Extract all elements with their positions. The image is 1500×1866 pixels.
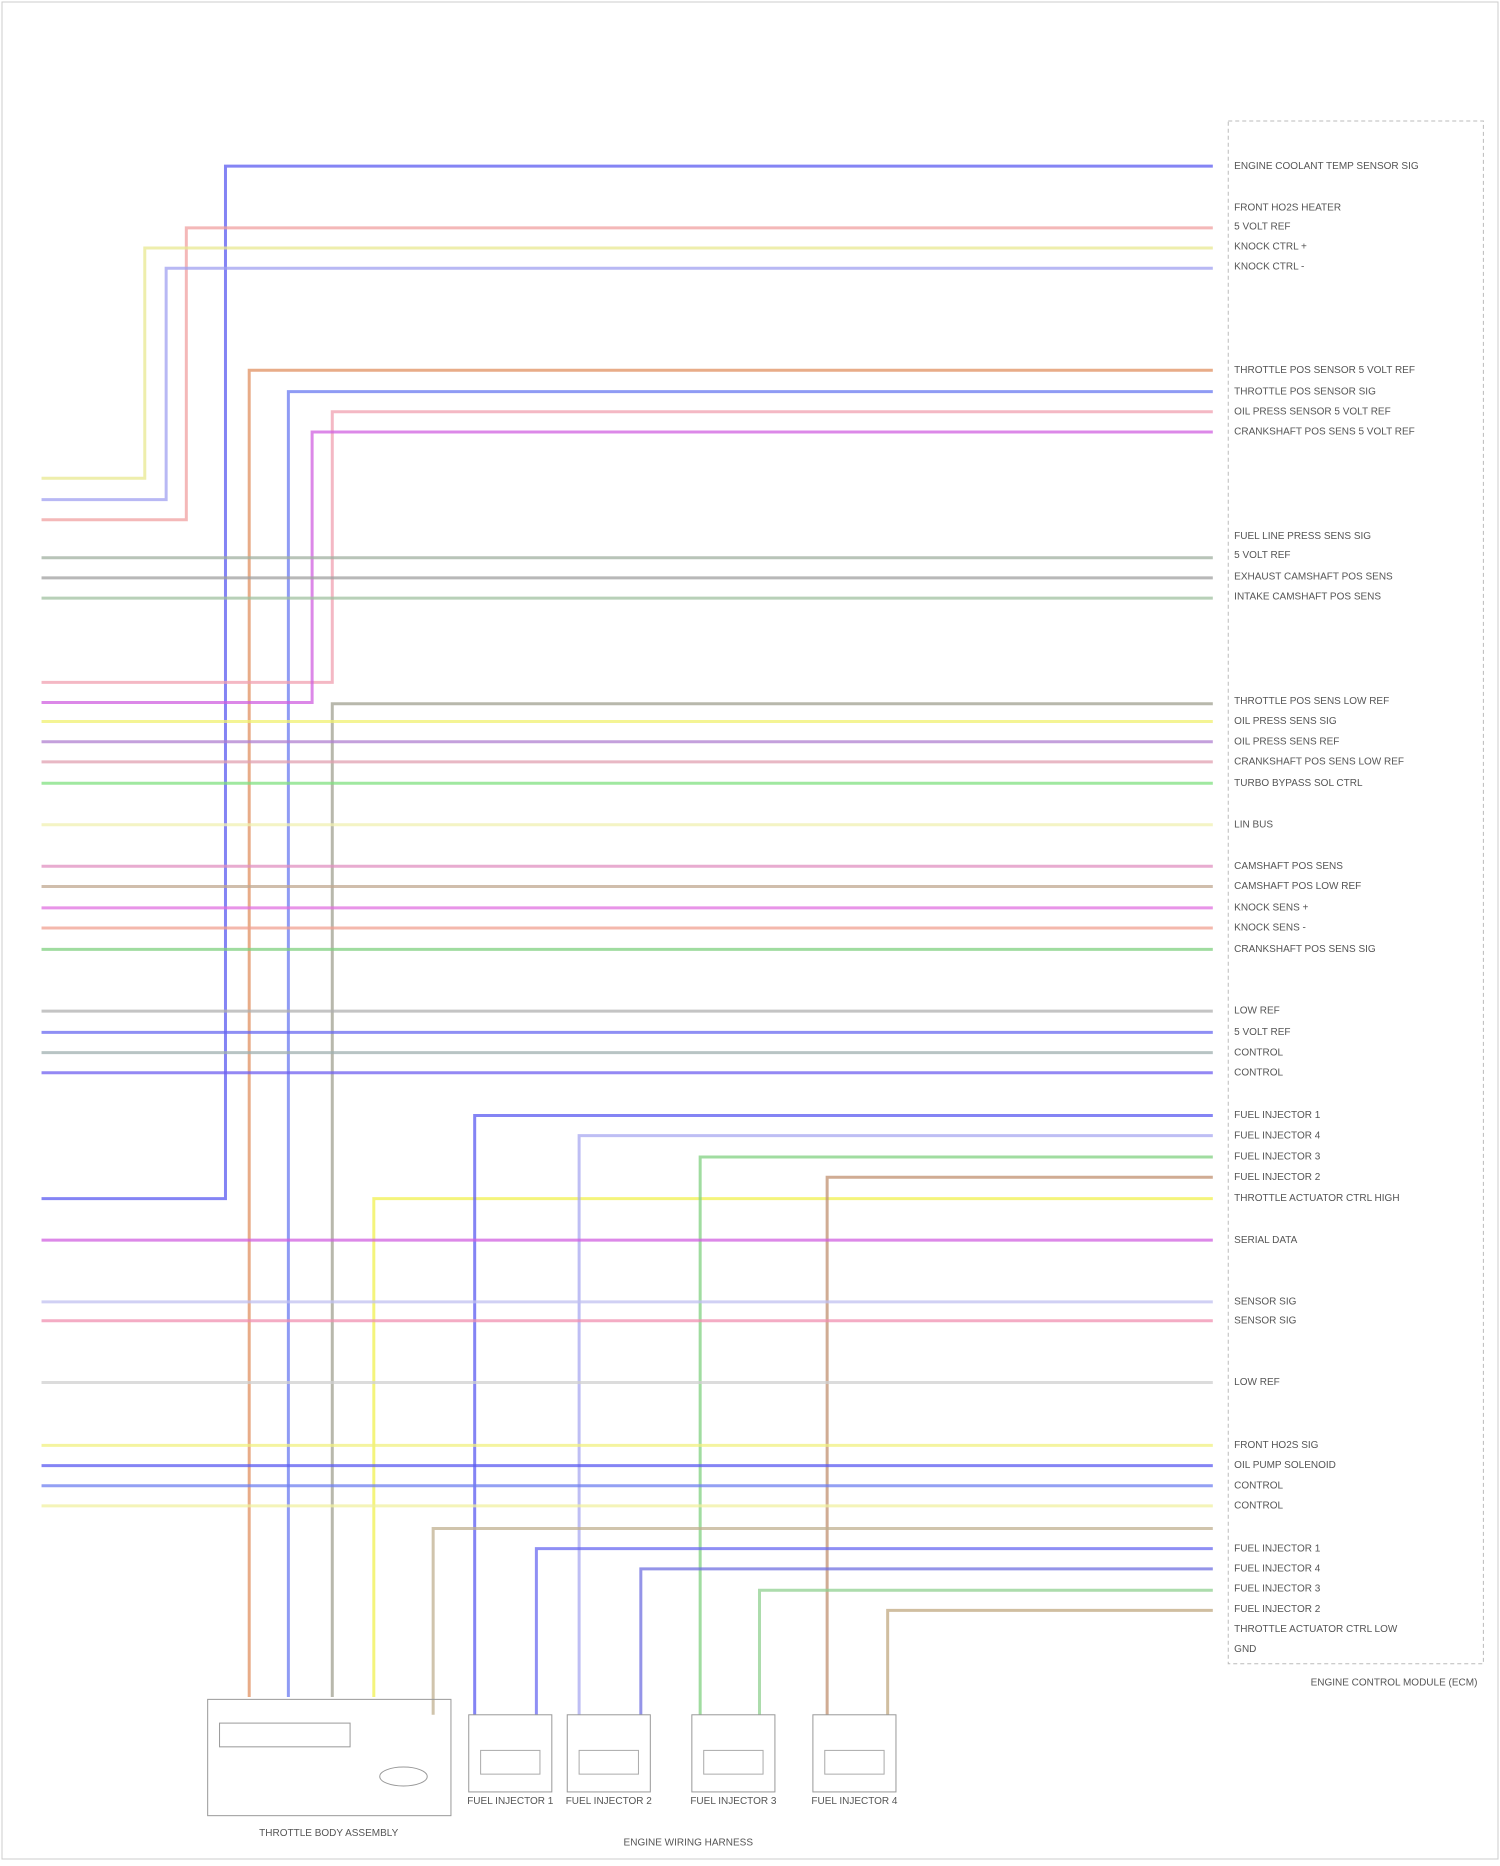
pin-label: FUEL INJECTOR 4 [1234, 1563, 1321, 1574]
pin-label: CRANKSHAFT POS SENS 5 VOLT REF [1234, 427, 1415, 438]
wire [41, 226, 1213, 522]
wire [41, 430, 1213, 705]
pin-label: SENSOR SIG [1234, 1296, 1296, 1307]
fuel-injector [812, 1714, 897, 1793]
pin-label: FUEL INJECTOR 1 [1234, 1110, 1321, 1121]
pin-label: CONTROL [1234, 1067, 1283, 1078]
wire [41, 246, 1213, 480]
ecm-title: ENGINE CONTROL MODULE (ECM) [1311, 1677, 1478, 1688]
pin-label: OIL PRESS SENS SIG [1234, 716, 1337, 727]
pin-label: KNOCK SENS + [1234, 902, 1308, 913]
pin-label: LIN BUS [1234, 819, 1273, 830]
injector-coil [703, 1749, 764, 1775]
pin-label: ENGINE COOLANT TEMP SENSOR SIG [1234, 161, 1419, 172]
pin-label: KNOCK SENS - [1234, 923, 1306, 934]
component-label: FUEL INJECTOR 2 [566, 1796, 653, 1807]
pin-label: FUEL LINE PRESS SENS SIG [1234, 531, 1371, 542]
pin-label: 5 VOLT REF [1234, 221, 1290, 232]
wire [286, 390, 1213, 1697]
pin-label: OIL PUMP SOLENOID [1234, 1460, 1336, 1471]
pin-label: EXHAUST CAMSHAFT POS SENS [1234, 571, 1393, 582]
footer-label: ENGINE WIRING HARNESS [624, 1838, 754, 1849]
injector-coil [578, 1749, 639, 1775]
pin-label: FUEL INJECTOR 4 [1234, 1130, 1321, 1141]
wire [825, 1175, 1213, 1715]
component-label: FUEL INJECTOR 4 [811, 1796, 898, 1807]
fuel-injector [468, 1714, 553, 1793]
wire [757, 1588, 1213, 1715]
pin-label: FUEL INJECTOR 1 [1234, 1543, 1321, 1554]
pin-label: LOW REF [1234, 1006, 1280, 1017]
pin-label: FUEL INJECTOR 3 [1234, 1584, 1321, 1595]
pin-label: CRANKSHAFT POS SENS LOW REF [1234, 757, 1404, 768]
wire [886, 1608, 1213, 1715]
throttle-body [207, 1698, 452, 1817]
pin-label: FRONT HO2S HEATER [1234, 202, 1341, 213]
fuel-injector [566, 1714, 651, 1793]
pin-label: OIL PRESS SENSOR 5 VOLT REF [1234, 406, 1391, 417]
pin-label: CONTROL [1234, 1480, 1283, 1491]
pin-label: CONTROL [1234, 1501, 1283, 1512]
wire [41, 266, 1213, 502]
wire [473, 1114, 1213, 1715]
pin-label: FRONT HO2S SIG [1234, 1440, 1318, 1451]
pin-label: OIL PRESS SENS REF [1234, 736, 1339, 747]
ecm-outline [1227, 120, 1484, 1665]
pin-label: CAMSHAFT POS SENS [1234, 861, 1343, 872]
injector-coil [480, 1749, 541, 1775]
component-label: THROTTLE BODY ASSEMBLY [259, 1828, 398, 1839]
wire [534, 1547, 1213, 1715]
component-label: FUEL INJECTOR 3 [690, 1796, 777, 1807]
wire [639, 1567, 1213, 1715]
pin-label: FUEL INJECTOR 2 [1234, 1604, 1321, 1615]
pin-label: TURBO BYPASS SOL CTRL [1234, 778, 1363, 789]
pin-label: 5 VOLT REF [1234, 1027, 1290, 1038]
pin-label: CAMSHAFT POS LOW REF [1234, 881, 1361, 892]
pin-label: CRANKSHAFT POS SENS SIG [1234, 944, 1376, 955]
component-label: FUEL INJECTOR 1 [467, 1796, 554, 1807]
pin-label: THROTTLE POS SENSOR 5 VOLT REF [1234, 365, 1415, 376]
pin-label: LOW REF [1234, 1377, 1280, 1388]
pin-label: KNOCK CTRL - [1234, 262, 1304, 273]
wire [247, 368, 1213, 1697]
pin-label: THROTTLE POS SENS LOW REF [1234, 696, 1389, 707]
injector-coil [824, 1749, 885, 1775]
throttle-motor [219, 1722, 351, 1748]
pin-label: INTAKE CAMSHAFT POS SENS [1234, 592, 1381, 603]
pin-label: SERIAL DATA [1234, 1235, 1297, 1246]
pin-label: KNOCK CTRL + [1234, 241, 1307, 252]
wire [431, 1526, 1213, 1715]
pin-label: SENSOR SIG [1234, 1315, 1296, 1326]
pin-label: GND [1234, 1644, 1256, 1655]
pin-label: CONTROL [1234, 1047, 1283, 1058]
pin-label: THROTTLE POS SENSOR SIG [1234, 386, 1376, 397]
pin-label: FUEL INJECTOR 2 [1234, 1172, 1321, 1183]
wire [41, 410, 1213, 684]
wire [577, 1134, 1213, 1715]
throttle-sensor [379, 1766, 428, 1787]
pin-label: THROTTLE ACTUATOR CTRL HIGH [1234, 1193, 1399, 1204]
pin-label: THROTTLE ACTUATOR CTRL LOW [1234, 1624, 1398, 1635]
pin-label: FUEL INJECTOR 3 [1234, 1152, 1321, 1163]
wire [372, 1197, 1213, 1697]
fuel-injector [691, 1714, 776, 1793]
wire [330, 702, 1213, 1697]
pin-label: 5 VOLT REF [1234, 550, 1290, 561]
